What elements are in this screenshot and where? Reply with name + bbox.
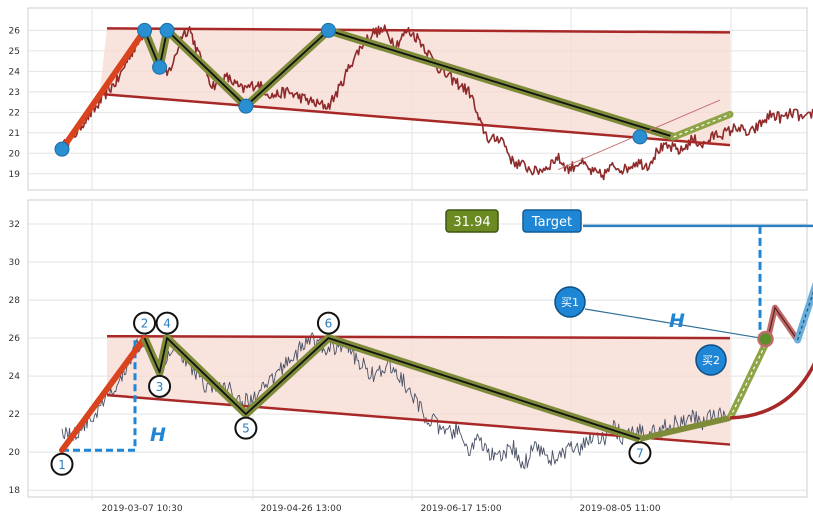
x-tick-label: 2019-03-07 10:30: [101, 504, 182, 514]
pivot-marker-circle: [155, 311, 179, 335]
pivot-marker-label: 7: [636, 446, 644, 460]
top-price-panel: 19 20 21 22 23 24 25 26: [9, 7, 813, 191]
pivot-marker-label: 4: [163, 317, 171, 331]
y-tick-label: 22: [9, 108, 20, 118]
buy2-badge: 买2: [695, 344, 727, 376]
y-tick-label: 25: [9, 47, 20, 57]
pivot-dot: [54, 141, 70, 157]
pivot-marker-circle: [133, 311, 157, 335]
pivot-dot: [152, 59, 168, 75]
pivot-marker-circle: [316, 311, 340, 335]
target-value-box: [445, 209, 499, 233]
bottom-y-axis: 18 20 22 24 26 28 30 32: [9, 220, 21, 496]
pivot-dot: [238, 98, 254, 114]
pullback-line: [766, 306, 799, 341]
y-tick-label: 32: [9, 220, 20, 230]
pivot-dot: [159, 22, 175, 38]
buy2-circle: [695, 344, 727, 376]
buy1-pointer: [584, 308, 768, 342]
upper-trendline: [107, 334, 731, 340]
breakout-band: [639, 415, 731, 442]
x-tick-label: 2019-06-17 15:00: [420, 504, 501, 514]
y-tick-label: 22: [9, 410, 20, 420]
height-measure-left: [62, 338, 137, 452]
y-tick-label: 24: [9, 67, 21, 77]
buy1-point-dot: [757, 330, 774, 348]
pivot-dot: [632, 129, 648, 145]
target-leg-dash: [796, 291, 813, 341]
target-label-badge: Target: [522, 209, 582, 233]
target-value-text: 31.94: [453, 215, 490, 230]
price-series-line: [61, 24, 813, 181]
projection-up-dash: [729, 339, 769, 419]
y-tick-label: 23: [9, 88, 20, 98]
pivot-marker-label: 3: [156, 380, 164, 394]
y-tick-label: 18: [9, 486, 21, 496]
pattern-line-black: [143, 337, 641, 440]
pivot-marker-label: 1: [58, 458, 66, 472]
upper-trendline: [107, 27, 731, 34]
height-label-right: H: [669, 310, 685, 332]
pivot-marker-circle: [148, 374, 172, 398]
target-label-text: Target: [531, 215, 572, 230]
buy1-badge: 买1: [554, 286, 586, 318]
pivot-marker-label: 6: [325, 317, 333, 331]
channel-fill: [99, 28, 730, 146]
y-tick-label: 30: [9, 258, 21, 268]
bottom-chart-layer: 1 2 3 4 5 6 7: [50, 224, 813, 476]
lower-trendline: [99, 92, 731, 147]
buy1-text: 买1: [561, 296, 579, 309]
top-y-axis: 19 20 21 22 23 24 25 26: [9, 26, 21, 179]
bottom-x-axis: 2019-03-07 10:30 2019-04-26 13:00 2019-06-…: [101, 504, 660, 514]
y-tick-label: 20: [9, 149, 21, 159]
pivot-marker-circle: [628, 441, 652, 465]
x-tick-label: 2019-04-26 13:00: [260, 504, 341, 514]
buy1-circle: [554, 286, 586, 318]
top-chart-layer: [54, 22, 813, 181]
y-tick-label: 20: [9, 448, 21, 458]
height-label-left: H: [150, 424, 166, 446]
y-tick-label: 19: [9, 170, 21, 180]
y-tick-label: 26: [9, 26, 21, 36]
projection-dash: [673, 113, 731, 138]
target-value-badge: 31.94: [445, 209, 499, 233]
target-curve-arrow: [729, 362, 813, 420]
y-tick-label: 21: [9, 129, 20, 139]
y-tick-label: 24: [9, 372, 21, 382]
pivot-marker-label: 5: [242, 422, 250, 436]
pattern-leg-orange: [59, 27, 148, 153]
target-label-box: [522, 209, 582, 233]
pivot-dot: [137, 22, 153, 38]
pivot-dot: [320, 22, 336, 38]
pivot-marker-circle: [50, 452, 74, 476]
pivot-marker-circle: [234, 416, 258, 440]
pattern-leg-orange: [59, 335, 148, 454]
pivot-marker-label: 2: [141, 317, 149, 331]
x-tick-label: 2019-08-05 11:00: [579, 504, 660, 514]
buy2-text: 买2: [702, 354, 720, 367]
y-tick-label: 26: [9, 334, 21, 344]
y-tick-label: 28: [9, 296, 21, 306]
